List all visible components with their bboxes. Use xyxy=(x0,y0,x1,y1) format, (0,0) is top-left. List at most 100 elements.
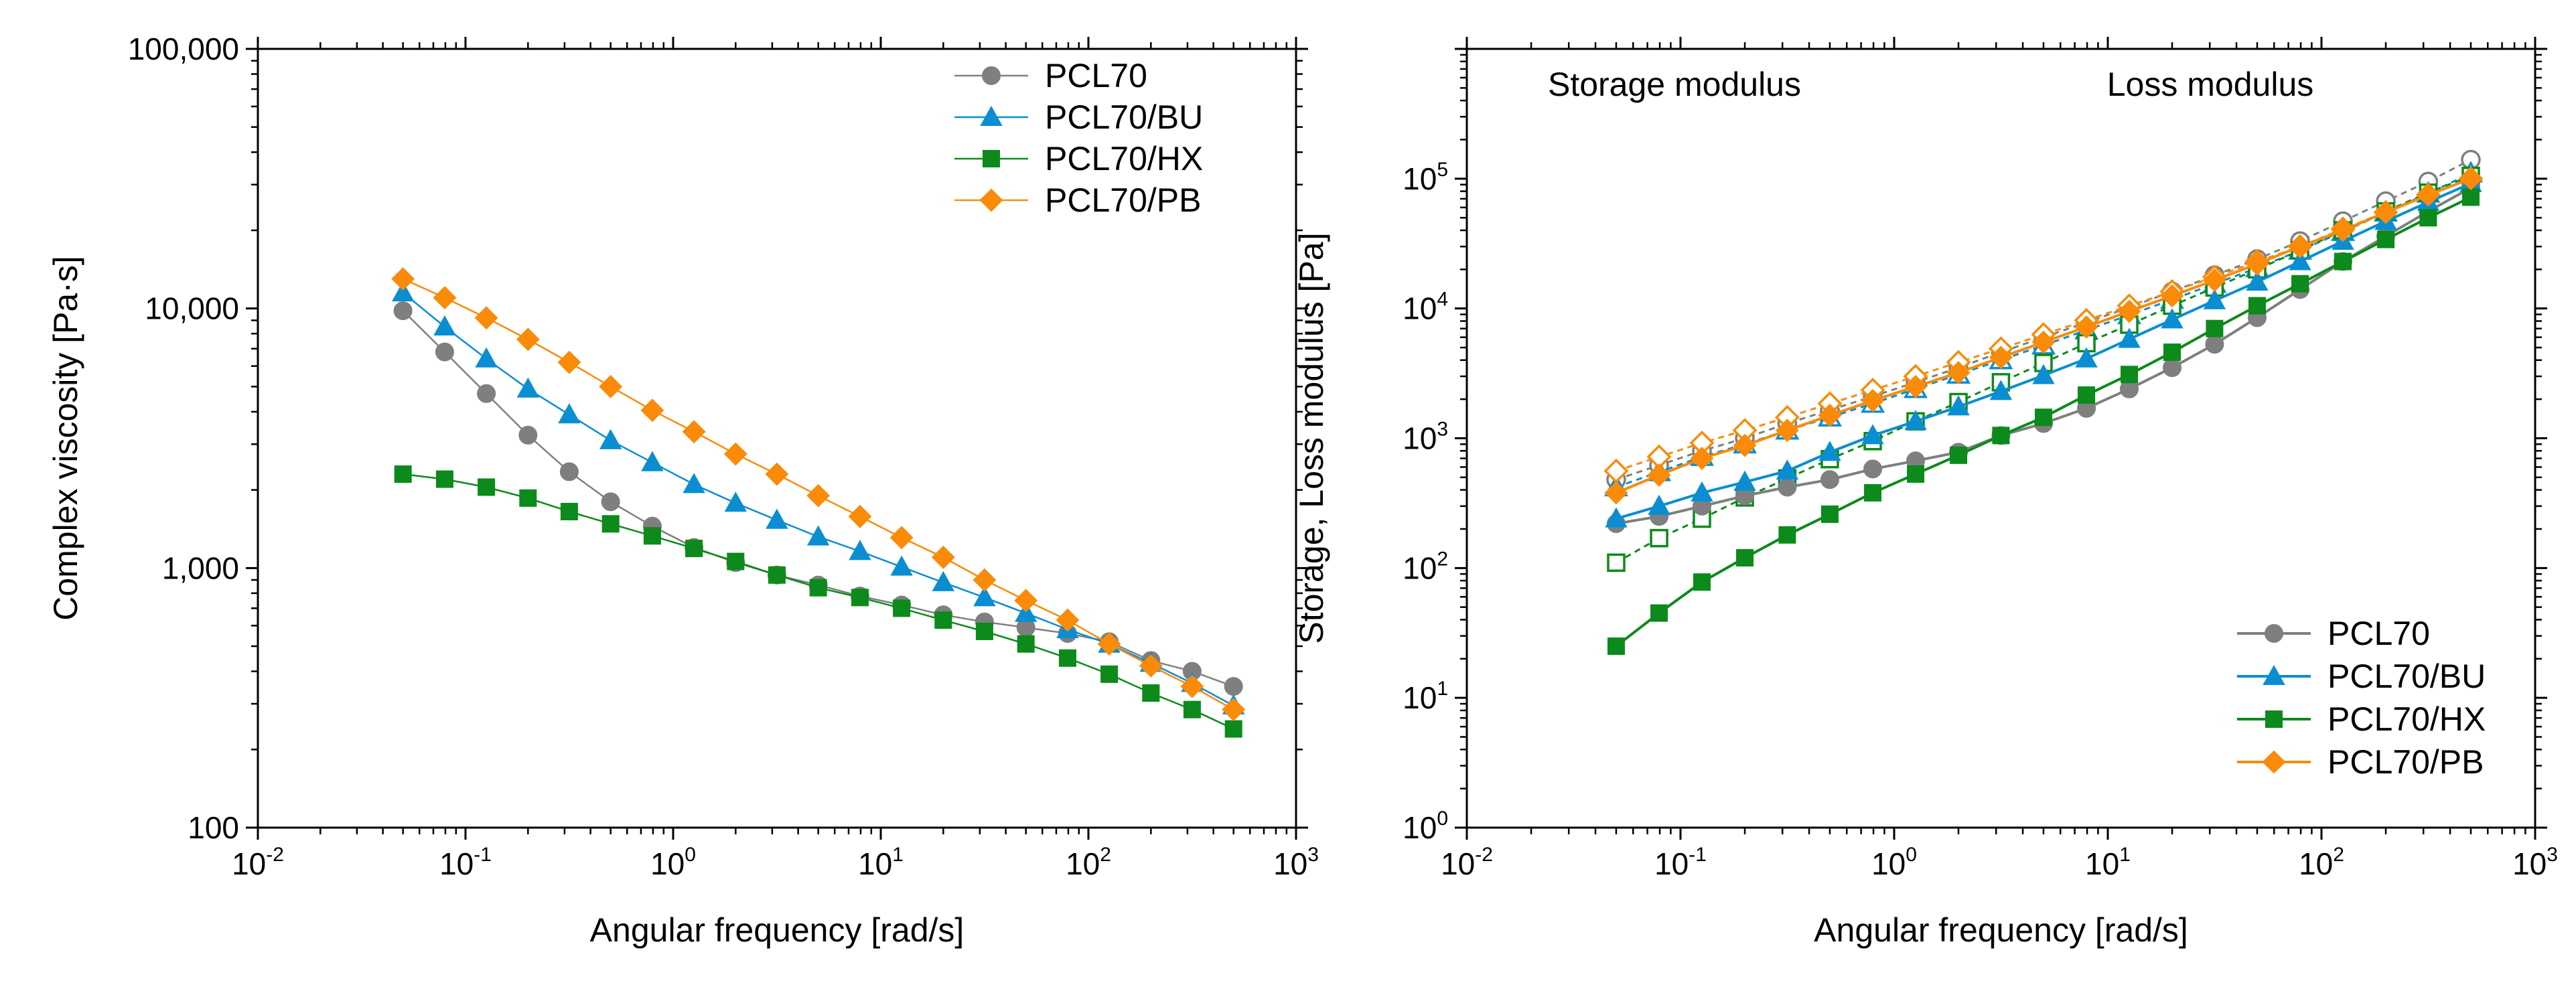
data-point xyxy=(1604,481,1628,505)
data-point xyxy=(641,451,664,471)
x-tick-label: 102 xyxy=(2299,844,2344,881)
legend-item-pcl70-pb: PCL70/PB xyxy=(2237,743,2484,781)
x-tick-label: 103 xyxy=(1273,844,1319,881)
data-point xyxy=(768,566,786,584)
data-point xyxy=(2419,209,2437,227)
data-point xyxy=(1861,424,1884,445)
x-tick-label: 10-1 xyxy=(1654,844,1707,881)
data-point xyxy=(931,545,955,569)
data-point xyxy=(973,586,996,607)
data-point xyxy=(1861,388,1885,412)
y-tick-label: 105 xyxy=(1403,159,1448,196)
data-point xyxy=(2203,289,2226,309)
data-point xyxy=(1691,481,1713,502)
y-tick-label: 101 xyxy=(1403,678,1448,715)
data-point xyxy=(2032,364,2055,384)
y-axis-label: Storage, Loss modulus [Pa] xyxy=(1293,232,1330,643)
legend-item-pcl70-hx: PCL70/HX xyxy=(954,140,1203,177)
data-point xyxy=(1989,380,2013,400)
data-point xyxy=(475,347,498,368)
data-point xyxy=(1864,483,1882,502)
plot-frame xyxy=(257,48,1297,829)
data-point xyxy=(2163,344,2181,362)
data-point xyxy=(2374,200,2398,224)
data-point xyxy=(1992,427,2010,445)
data-point xyxy=(2202,269,2226,292)
y-tick-label: 10,000 xyxy=(145,291,239,326)
legend-label: PCL70/BU xyxy=(2328,658,2486,695)
data-point xyxy=(1142,684,1160,702)
data-point xyxy=(934,611,952,629)
data-point xyxy=(599,429,622,449)
legend-label: PCL70 xyxy=(1045,57,1147,94)
data-point xyxy=(433,315,456,336)
x-tick-label: 10-2 xyxy=(1441,844,1493,881)
data-point xyxy=(2291,275,2309,293)
data-point xyxy=(2289,250,2311,271)
data-point xyxy=(559,462,579,481)
data-point xyxy=(1014,601,1037,622)
data-point xyxy=(1100,665,1119,683)
data-point xyxy=(518,425,538,445)
data-point xyxy=(1950,446,1968,464)
legend: PCL70 PCL70/BU PCL70/HX PCL70/PB xyxy=(2237,615,2486,781)
data-point xyxy=(2074,315,2098,339)
data-point xyxy=(849,540,871,560)
data-point xyxy=(765,462,789,486)
legend-item-pcl70: PCL70 xyxy=(2237,615,2430,652)
data-point xyxy=(723,442,747,466)
legend-marker xyxy=(2262,750,2286,774)
y-tick-label: 100 xyxy=(188,810,239,845)
data-point xyxy=(1224,677,1243,696)
series-pcl70-loss-modulus xyxy=(1606,149,2481,490)
x-axis-label: Angular frequency [rad/s] xyxy=(590,911,964,949)
data-point xyxy=(1775,419,1799,443)
data-point xyxy=(1818,403,1842,427)
data-point xyxy=(516,327,540,352)
data-point xyxy=(1776,459,1799,480)
data-point xyxy=(683,473,705,493)
data-point xyxy=(1733,433,1757,457)
data-point xyxy=(1904,374,1928,398)
data-point xyxy=(1947,395,1970,416)
data-point xyxy=(2160,284,2184,308)
data-point xyxy=(727,552,745,570)
data-point xyxy=(1097,632,1121,656)
data-point xyxy=(2416,183,2440,207)
data-point xyxy=(1863,459,1883,479)
data-point xyxy=(393,301,413,321)
storage-loss-modulus-chart: 10-2 10-1 100 101 102 103 100 101 102 103 104 105 An… xyxy=(1293,37,2558,949)
data-point xyxy=(1736,548,1754,566)
series-pcl70-pb xyxy=(1604,167,2483,505)
legend-marker xyxy=(983,150,1000,167)
data-point xyxy=(1056,608,1080,632)
x-tick-label: 100 xyxy=(1871,844,1917,881)
data-point xyxy=(601,492,620,512)
legend-marker xyxy=(2265,710,2283,728)
data-point xyxy=(435,470,453,488)
data-point xyxy=(560,503,578,521)
data-point xyxy=(599,374,623,398)
legend-label: PCL70 xyxy=(2328,615,2430,652)
legend-label: PCL70/PB xyxy=(2328,743,2484,781)
data-point xyxy=(766,508,788,529)
data-point xyxy=(2161,308,2184,329)
legend-label: PCL70/HX xyxy=(2328,700,2486,738)
data-point xyxy=(1014,589,1038,613)
data-point xyxy=(975,622,993,640)
data-point xyxy=(1183,700,1201,718)
legend-label: PCL70/BU xyxy=(1045,98,1203,136)
data-point xyxy=(2075,347,2098,368)
data-point xyxy=(2331,218,2355,242)
data-point xyxy=(851,589,869,607)
data-point xyxy=(2118,327,2141,348)
data-point xyxy=(516,377,540,398)
data-point xyxy=(685,540,703,558)
annotation-loss-modulus: Loss modulus xyxy=(2107,66,2314,103)
data-point xyxy=(2121,366,2139,384)
legend-marker xyxy=(982,66,1001,85)
data-point xyxy=(643,527,661,545)
data-point xyxy=(2205,335,2224,354)
data-point xyxy=(2206,319,2224,337)
